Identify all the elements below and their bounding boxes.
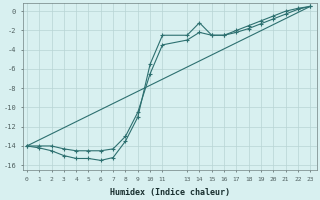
X-axis label: Humidex (Indice chaleur): Humidex (Indice chaleur) <box>110 188 230 197</box>
